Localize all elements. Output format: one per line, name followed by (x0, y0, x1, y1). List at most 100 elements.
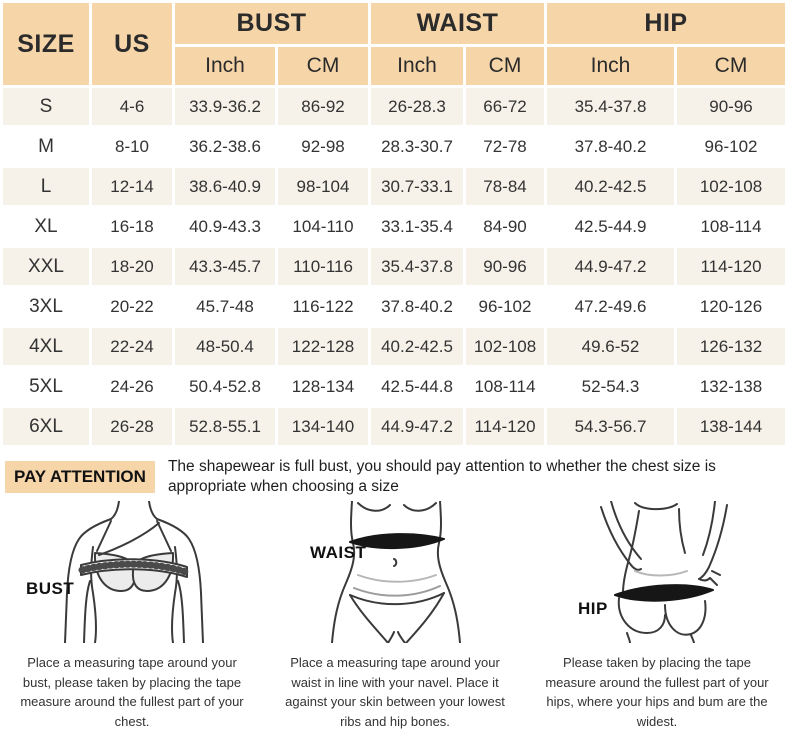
waist-guide: WAIST Place a measuring ta (264, 501, 526, 731)
bust-cm-cell: 104-110 (278, 208, 368, 245)
attention-note: PAY ATTENTION The shapewear is full bust… (5, 457, 788, 497)
waist-inch-cell: 37.8-40.2 (371, 288, 463, 325)
us-cell: 20-22 (92, 288, 172, 325)
measuring-guides: BUST (0, 501, 788, 731)
pay-attention-badge: PAY ATTENTION (5, 461, 155, 494)
attention-note-text: The shapewear is full bust, you should p… (167, 458, 716, 496)
subheader-waist-cm: CM (466, 47, 545, 85)
hip-figure: HIP (526, 501, 788, 644)
table-row: M 8-10 36.2-38.6 92-98 28.3-30.7 72-78 3… (3, 128, 786, 165)
waist-inch-cell: 40.2-42.5 (371, 328, 463, 365)
hip-cm-cell: 138-144 (677, 408, 786, 445)
size-cell: XXL (3, 248, 89, 285)
bust-measure-illustration (64, 501, 204, 644)
hip-inch-cell: 49.6-52 (547, 328, 675, 365)
waist-cm-cell: 84-90 (466, 208, 545, 245)
waist-inch-cell: 35.4-37.8 (371, 248, 463, 285)
size-chart-table: SIZE US BUST WAIST HIP Inch CM Inch CM I… (3, 3, 786, 445)
waist-inch-cell: 42.5-44.8 (371, 368, 463, 405)
table-row: S 4-6 33.9-36.2 86-92 26-28.3 66-72 35.4… (3, 88, 786, 125)
col-header-bust: BUST (175, 3, 368, 44)
table-row: 4XL 22-24 48-50.4 122-128 40.2-42.5 102-… (3, 328, 786, 365)
hip-inch-cell: 42.5-44.9 (547, 208, 675, 245)
waist-cm-cell: 102-108 (466, 328, 545, 365)
hip-inch-cell: 44.9-47.2 (547, 248, 675, 285)
size-cell: 4XL (3, 328, 89, 365)
bust-cm-cell: 134-140 (278, 408, 368, 445)
bust-inch-cell: 45.7-48 (175, 288, 275, 325)
hip-cm-cell: 120-126 (677, 288, 786, 325)
waist-guide-caption: Place a measuring tape around your waist… (285, 655, 505, 729)
bust-inch-cell: 50.4-52.8 (175, 368, 275, 405)
waist-inch-cell: 33.1-35.4 (371, 208, 463, 245)
waist-inch-cell: 30.7-33.1 (371, 168, 463, 205)
bust-cm-cell: 98-104 (278, 168, 368, 205)
bust-cm-cell: 128-134 (278, 368, 368, 405)
table-row: L 12-14 38.6-40.9 98-104 30.7-33.1 78-84… (3, 168, 786, 205)
us-cell: 4-6 (92, 88, 172, 125)
hip-cm-cell: 132-138 (677, 368, 786, 405)
waist-cm-cell: 114-120 (466, 408, 545, 445)
size-cell: XL (3, 208, 89, 245)
table-row: XL 16-18 40.9-43.3 104-110 33.1-35.4 84-… (3, 208, 786, 245)
waist-inch-cell: 28.3-30.7 (371, 128, 463, 165)
waist-measure-illustration (331, 501, 461, 644)
hip-inch-cell: 47.2-49.6 (547, 288, 675, 325)
waist-figure: WAIST (264, 501, 526, 644)
hip-cm-cell: 96-102 (677, 128, 786, 165)
bust-inch-cell: 33.9-36.2 (175, 88, 275, 125)
waist-cm-cell: 72-78 (466, 128, 545, 165)
us-cell: 8-10 (92, 128, 172, 165)
waist-cm-cell: 66-72 (466, 88, 545, 125)
waist-cm-cell: 108-114 (466, 368, 545, 405)
us-cell: 22-24 (92, 328, 172, 365)
bust-figure-label: BUST (26, 579, 75, 599)
subheader-waist-inch: Inch (371, 47, 463, 85)
hip-inch-cell: 40.2-42.5 (547, 168, 675, 205)
bust-cm-cell: 116-122 (278, 288, 368, 325)
us-cell: 16-18 (92, 208, 172, 245)
bust-cm-cell: 110-116 (278, 248, 368, 285)
us-cell: 18-20 (92, 248, 172, 285)
bust-guide: BUST (0, 501, 264, 731)
subheader-hip-cm: CM (677, 47, 786, 85)
hip-cm-cell: 108-114 (677, 208, 786, 245)
col-header-waist: WAIST (371, 3, 545, 44)
hip-inch-cell: 52-54.3 (547, 368, 675, 405)
waist-inch-cell: 26-28.3 (371, 88, 463, 125)
us-cell: 12-14 (92, 168, 172, 205)
bust-cm-cell: 92-98 (278, 128, 368, 165)
hip-inch-cell: 37.8-40.2 (547, 128, 675, 165)
subheader-bust-cm: CM (278, 47, 368, 85)
table-row: 6XL 26-28 52.8-55.1 134-140 44.9-47.2 11… (3, 408, 786, 445)
bust-inch-cell: 40.9-43.3 (175, 208, 275, 245)
waist-cm-cell: 96-102 (466, 288, 545, 325)
us-cell: 26-28 (92, 408, 172, 445)
waist-figure-label: WAIST (310, 543, 367, 563)
hip-cm-cell: 114-120 (677, 248, 786, 285)
size-cell: S (3, 88, 89, 125)
bust-cm-cell: 122-128 (278, 328, 368, 365)
bust-inch-cell: 38.6-40.9 (175, 168, 275, 205)
hip-measure-illustration (600, 501, 728, 644)
hip-inch-cell: 35.4-37.8 (547, 88, 675, 125)
subheader-bust-inch: Inch (175, 47, 275, 85)
bust-inch-cell: 52.8-55.1 (175, 408, 275, 445)
size-cell: 5XL (3, 368, 89, 405)
col-header-us: US (92, 3, 172, 85)
hip-guide-caption: Please taken by placing the tape measure… (545, 655, 769, 729)
size-cell: 3XL (3, 288, 89, 325)
bust-inch-cell: 36.2-38.6 (175, 128, 275, 165)
bust-cm-cell: 86-92 (278, 88, 368, 125)
hip-guide: HIP (526, 501, 788, 731)
table-row: XXL 18-20 43.3-45.7 110-116 35.4-37.8 90… (3, 248, 786, 285)
bust-figure: BUST (0, 501, 264, 644)
size-cell: 6XL (3, 408, 89, 445)
table-row: 3XL 20-22 45.7-48 116-122 37.8-40.2 96-1… (3, 288, 786, 325)
hip-figure-label: HIP (578, 599, 608, 619)
waist-inch-cell: 44.9-47.2 (371, 408, 463, 445)
table-row: 5XL 24-26 50.4-52.8 128-134 42.5-44.8 10… (3, 368, 786, 405)
waist-cm-cell: 90-96 (466, 248, 545, 285)
waist-cm-cell: 78-84 (466, 168, 545, 205)
